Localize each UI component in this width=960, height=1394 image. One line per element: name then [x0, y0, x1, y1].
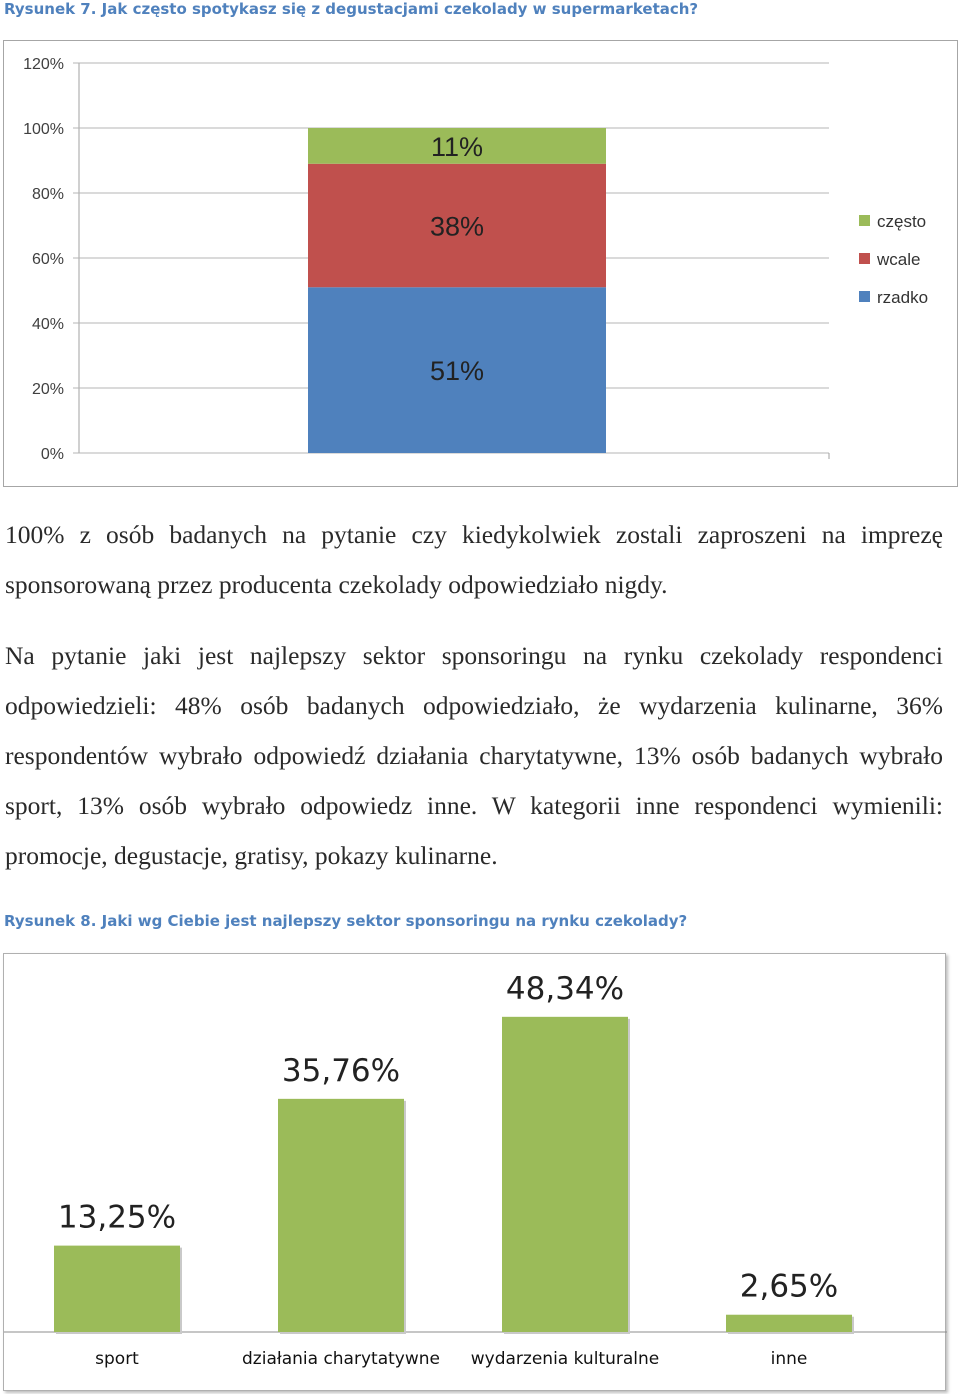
data-label: 48,34% [506, 971, 624, 1007]
data-label: 13,25% [58, 1200, 176, 1236]
paragraph-2: Na pytanie jaki jest najlepszy sektor sp… [5, 641, 943, 870]
bar-chart: 13,25% sport 35,76% działania charytatywne 4… [4, 971, 947, 1369]
figure-8-chart: 13,25% sport 35,76% działania charytatywne 4… [3, 953, 947, 1391]
bar-segment-wcale [308, 163, 606, 288]
data-label: 35,76% [282, 1053, 400, 1089]
x-tick-label: działania charytatywne [242, 1349, 440, 1369]
data-label: 2,65% [740, 1269, 838, 1305]
x-tick-label: sport [95, 1349, 139, 1369]
legend-swatch-rzadko [859, 291, 870, 302]
x-tick-label: wydarzenia kulturalne [471, 1349, 660, 1369]
y-tick-label: 120% [23, 56, 64, 73]
legend-label: często [877, 212, 926, 231]
y-tick-label: 100% [23, 121, 64, 138]
bar-3 [726, 1314, 852, 1332]
y-tick-label: 80% [32, 186, 64, 203]
figure-7-caption: Rysunek 7. Jak często spotykasz się z de… [4, 0, 699, 18]
figure-7-chart: 0% 20% 40% 60% 80% 100% 120% 51% 38% 11% często wca… [3, 40, 958, 487]
paragraph-1: 100% z osób badanych na pytanie czy kied… [5, 520, 943, 599]
x-tick-label: inne [771, 1349, 808, 1369]
figure-8-caption: Rysunek 8. Jaki wg Ciebie jest najlepszy… [4, 912, 688, 930]
bar-2 [502, 1016, 628, 1332]
legend-label: rzadko [877, 288, 928, 307]
legend-label: wcale [876, 250, 920, 269]
legend-swatch-wcale [859, 253, 870, 264]
legend-swatch-często [859, 215, 870, 226]
bar-0 [54, 1245, 180, 1332]
y-tick-label: 0% [41, 446, 64, 463]
bar-1 [278, 1098, 404, 1332]
bar-segment-często [308, 128, 606, 164]
bar-segment-rzadko [308, 287, 606, 453]
y-tick-label: 40% [32, 316, 64, 333]
y-tick-label: 60% [32, 251, 64, 268]
data-label: 38% [430, 212, 484, 242]
data-label: 51% [430, 356, 484, 386]
data-label: 11% [431, 132, 483, 162]
stacked-bar-chart: 0% 20% 40% 60% 80% 100% 120% 51% 38% 11% często wca… [23, 56, 928, 463]
y-tick-label: 20% [32, 381, 64, 398]
